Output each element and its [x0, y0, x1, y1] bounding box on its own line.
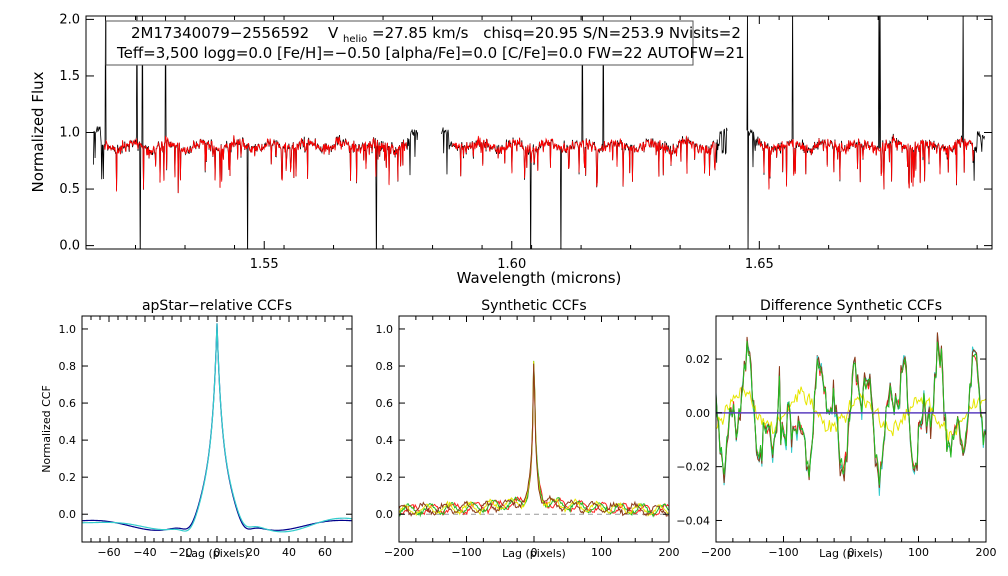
difference-ccf-xtick-label: 0 — [848, 546, 855, 559]
apstar-ccf-xtick-label: −40 — [133, 546, 156, 559]
synthetic-ccf-title: Synthetic CCFs — [481, 298, 586, 314]
apstar-ccf-ytick-label: 1.0 — [59, 323, 77, 336]
synthetic-ccf-xtick-label: −100 — [451, 546, 481, 559]
difference-ccf-ytick-label: 0.00 — [686, 407, 711, 420]
spectrum-ticks: 1.55 1.60 1.65 0.0 0.5 1.0 1.5 2.0 — [59, 12, 992, 272]
info-box-frame — [105, 20, 694, 66]
apstar-ccf-ticks: −60 −40 −20 0 20 40 60 0.0 0.2 0.4 0.6 0.8 1.0 — [59, 316, 353, 559]
spectrum-xtick-label: 1.55 — [250, 257, 279, 272]
spectrum-ytick-label: 1.0 — [59, 126, 80, 141]
difference-ccf-ytick-label: −0.04 — [676, 514, 710, 527]
fit-stats: chisq=20.95 S/N=253.9 Nvisits=2 — [483, 24, 741, 42]
synthetic-ccf-ytick-label: 0.6 — [376, 397, 394, 410]
spectrum-ytick-label: 0.0 — [59, 239, 80, 254]
difference-ccf-xtick-label: −200 — [701, 546, 731, 559]
apstar-ccf-xtick-label: 60 — [318, 546, 332, 559]
difference-ccf-xlabel: Lag (pixels) — [819, 547, 883, 560]
difference-ccf-series — [716, 332, 986, 496]
spectrum-series — [93, 16, 985, 249]
synthetic-ccf-ytick-label: 0.0 — [376, 508, 394, 521]
synthetic-ccf-xtick-label: 100 — [591, 546, 612, 559]
spectrum-ytick-label: 1.5 — [59, 69, 80, 84]
difference-ccf-line — [716, 340, 986, 486]
difference-ccf-xtick-label: −100 — [768, 546, 798, 559]
info-box: 2M17340079−2556592 V helio =27.85 km/s c… — [105, 20, 745, 66]
difference-ccf-ticks: −200 −100 0 100 200 −0.04 −0.02 0.00 0.02 — [676, 316, 997, 559]
difference-ccf-xtick-label: 200 — [976, 546, 997, 559]
star-id: 2M17340079−2556592 — [131, 24, 309, 42]
vhelio-subscript: helio — [343, 34, 367, 45]
apstar-ccf-series — [82, 323, 352, 533]
difference-ccf-ytick-label: −0.02 — [676, 461, 710, 474]
apstar-ccf-xlabel: Lag (pixels) — [185, 547, 249, 560]
apstar-ccf-ytick-label: 0.2 — [59, 471, 77, 484]
spectrum-panel: 1.55 1.60 1.65 0.0 0.5 1.0 1.5 2.0 Wavelength (… — [29, 12, 993, 287]
synthetic-ccf-series — [399, 360, 669, 518]
synthetic-ccf-xtick-label: −200 — [384, 546, 414, 559]
spectrum-ytick-label: 2.0 — [59, 12, 80, 27]
apstar-ccf-xtick-label: −20 — [169, 546, 192, 559]
vhelio-prefix: V — [328, 24, 339, 42]
synthetic-ccf-line — [399, 360, 669, 518]
apstar-ccf-xtick-label: 40 — [282, 546, 296, 559]
synthetic-ccf-ytick-label: 1.0 — [376, 323, 394, 336]
synthetic-ccf-xtick-label: 200 — [659, 546, 680, 559]
spectrum-model-line — [104, 135, 408, 194]
info-line-2: Teff=3,500 logg=0.0 [Fe/H]=−0.50 [alpha/… — [116, 44, 745, 62]
apstar-ccf-xtick-label: 0 — [214, 546, 221, 559]
synthetic-ccf-ytick-label: 0.8 — [376, 360, 394, 373]
apstar-ccf-title: apStar−relative CCFs — [142, 298, 292, 314]
apstar-ccf-ytick-label: 0.6 — [59, 397, 77, 410]
spectrum-xtick-label: 1.65 — [745, 257, 774, 272]
apstar-ccf-xtick-label: −60 — [97, 546, 120, 559]
synthetic-ccf-ticks: −200 −100 0 100 200 0.0 0.2 0.4 0.6 0.8 1.0 — [376, 316, 680, 559]
difference-ccf-ytick-label: 0.02 — [686, 353, 711, 366]
spectrum-xtick-label: 1.60 — [497, 257, 526, 272]
apstar-ccf-line — [82, 323, 352, 533]
spectrum-ytick-label: 0.5 — [59, 182, 80, 197]
apstar-ccf-ytick-label: 0.4 — [59, 434, 77, 447]
synthetic-ccf-ytick-label: 0.2 — [376, 471, 394, 484]
spectrum-model-line — [757, 135, 974, 190]
apstar-ccf-ytick-label: 0.8 — [59, 360, 77, 373]
spectrum-ylabel: Normalized Flux — [29, 71, 47, 192]
spectrum-model-line — [452, 135, 717, 187]
synthetic-ccf-panel: Synthetic CCFs −200 −100 0 100 200 0.0 0.2 0.4 0… — [376, 298, 680, 560]
apstar-ccf-ytick-label: 0.0 — [59, 508, 77, 521]
synthetic-ccf-xlabel: Lag (pixels) — [502, 547, 566, 560]
synthetic-ccf-xtick-label: 0 — [531, 546, 538, 559]
difference-ccf-title: Difference Synthetic CCFs — [760, 298, 942, 314]
synthetic-ccf-ytick-label: 0.4 — [376, 434, 394, 447]
vhelio-value: =27.85 km/s — [372, 24, 469, 42]
synthetic-ccf-line — [399, 363, 669, 517]
spectrum-xlabel: Wavelength (microns) — [457, 269, 622, 287]
synthetic-ccf-line — [399, 361, 669, 517]
info-line-1: 2M17340079−2556592 V helio =27.85 km/s c… — [131, 24, 741, 46]
apstar-ccf-ylabel: Normalized CCF — [40, 385, 53, 473]
apstar-ccf-panel: apStar−relative CCFs −60 −40 −20 0 20 40 60 0.0… — [40, 298, 353, 560]
difference-ccf-xtick-label: 100 — [908, 546, 929, 559]
apstar-ccf-xtick-label: 20 — [246, 546, 260, 559]
difference-ccf-panel: Difference Synthetic CCFs −200 −100 0 100 20… — [676, 298, 996, 560]
